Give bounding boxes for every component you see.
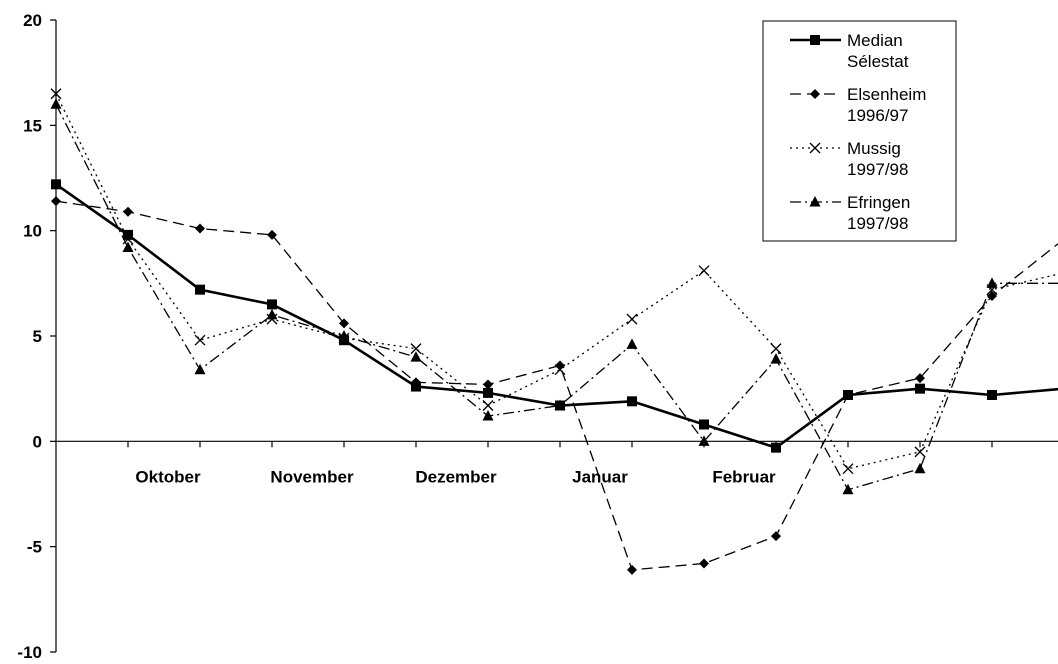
series-layer	[50, 88, 1058, 575]
data-point-elsenheim	[915, 373, 925, 384]
data-point-efringen	[626, 338, 638, 349]
data-point-mussig	[194, 334, 206, 346]
legend-label-efringen: 1997/98	[847, 214, 908, 233]
data-point-median	[915, 383, 925, 394]
data-point-elsenheim	[411, 377, 421, 388]
series-line-elsenheim	[55, 200, 1058, 571]
y-tick-label: 0	[33, 432, 42, 451]
legend-label-median: Sélestat	[847, 52, 909, 71]
data-point-mussig	[842, 463, 854, 475]
data-point-median	[699, 419, 709, 430]
data-point-median	[195, 284, 205, 295]
legend-marker-median	[810, 35, 820, 45]
data-point-median	[267, 299, 277, 310]
data-point-mussig	[554, 364, 566, 376]
legend-label-mussig: Mussig	[847, 139, 901, 158]
y-tick-label: 20	[23, 11, 42, 30]
data-point-elsenheim	[987, 290, 997, 301]
data-point-elsenheim	[195, 223, 205, 234]
data-point-median	[627, 396, 637, 407]
data-point-efringen	[914, 462, 926, 474]
data-point-efringen	[554, 399, 566, 411]
marker-stroke	[194, 334, 206, 346]
marker-stroke	[809, 142, 821, 154]
data-point-mussig	[410, 343, 422, 355]
x-axis-month-labels: Oktober November Dezember Januar Februar	[135, 467, 776, 486]
data-point-efringen	[986, 277, 998, 288]
series-efringen	[50, 98, 1058, 495]
data-point-mussig	[50, 88, 62, 100]
data-point-efringen	[266, 308, 278, 320]
data-point-elsenheim	[51, 196, 61, 207]
legend-label-efringen: Efringen	[847, 193, 910, 212]
legend-label-mussig: 1997/98	[847, 160, 908, 179]
data-point-elsenheim	[771, 531, 781, 542]
data-point-efringen	[194, 363, 206, 375]
legend-marker-efringen	[809, 196, 821, 207]
legend-label-elsenheim: 1996/97	[847, 106, 908, 125]
legend-box	[762, 20, 957, 242]
data-point-mussig	[770, 343, 782, 355]
y-axis-ticks: -10 -5 0 5 10 15 20	[17, 11, 56, 662]
marker-stroke	[122, 233, 134, 245]
marker-stroke	[770, 343, 782, 355]
marker-stroke	[698, 265, 710, 277]
data-point-median	[987, 389, 997, 400]
data-point-elsenheim	[627, 564, 637, 575]
data-point-efringen	[410, 351, 422, 362]
data-point-efringen	[698, 435, 710, 446]
data-point-mussig	[482, 400, 494, 411]
data-point-median	[123, 229, 133, 240]
legend-item-elsenheim: Elsenheim 1996/97	[790, 85, 926, 125]
marker-stroke	[626, 313, 638, 325]
y-tick-label: 10	[23, 222, 42, 241]
legend-label-median: Median	[847, 31, 903, 50]
series-elsenheim	[51, 196, 1058, 575]
legend-marker-mussig	[809, 142, 821, 154]
marker-stroke	[914, 446, 926, 458]
y-tick-label: 15	[23, 116, 42, 135]
data-point-mussig	[914, 446, 926, 458]
legend-item-median: Median Sélestat	[790, 31, 909, 71]
data-point-mussig	[122, 233, 134, 245]
data-point-efringen	[482, 410, 494, 421]
data-point-median	[51, 179, 61, 190]
data-point-mussig	[698, 265, 710, 277]
data-point-efringen	[338, 330, 350, 341]
month-label-november: November	[270, 467, 354, 486]
data-point-elsenheim	[267, 229, 277, 240]
legend-item-mussig: Mussig 1997/98	[790, 139, 908, 179]
marker-stroke	[482, 400, 494, 411]
legend-label-elsenheim: Elsenheim	[847, 85, 926, 104]
month-label-februar: Februar	[712, 467, 776, 486]
data-point-efringen	[770, 353, 782, 364]
legend: Median Sélestat Elsenheim 1996/97 Mussig 1997…	[762, 20, 957, 242]
data-point-median	[771, 442, 781, 453]
data-point-elsenheim	[483, 379, 493, 390]
month-label-oktober: Oktober	[135, 467, 201, 486]
data-point-elsenheim	[843, 389, 853, 400]
data-point-elsenheim	[123, 206, 133, 217]
marker-stroke	[50, 88, 62, 100]
data-point-median	[483, 387, 493, 398]
data-point-mussig	[626, 313, 638, 325]
data-point-elsenheim	[339, 318, 349, 329]
data-point-efringen	[122, 241, 134, 253]
marker-stroke	[410, 343, 422, 355]
legend-item-efringen: Efringen 1997/98	[790, 193, 910, 233]
data-point-elsenheim	[699, 558, 709, 569]
legend-marker-elsenheim	[810, 89, 820, 99]
marker-stroke	[842, 463, 854, 475]
data-point-efringen	[50, 98, 62, 109]
y-tick-label: -10	[17, 643, 42, 662]
month-label-januar: Januar	[572, 467, 628, 486]
y-tick-label: -5	[27, 538, 42, 557]
data-point-efringen	[842, 483, 854, 495]
month-label-dezember: Dezember	[415, 467, 497, 486]
marker-stroke	[554, 364, 566, 376]
y-tick-label: 5	[33, 327, 42, 346]
